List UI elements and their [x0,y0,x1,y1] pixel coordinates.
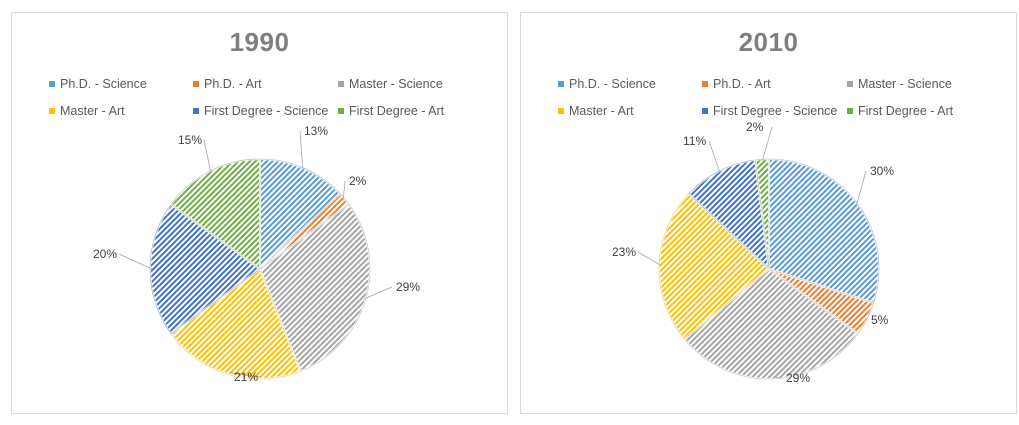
legend-item-first-degree-science: First Degree - Science [193,104,328,118]
pie-slice-edge [149,203,261,335]
legend-item-first-degree-art: First Degree - Art [338,104,445,118]
pie-slice-edge [259,203,371,372]
legend-item-master-art: Master - Art [558,104,634,118]
legend-marker [338,108,344,114]
leader-line [864,317,868,321]
legend-marker [558,108,564,114]
legend-label: First Degree - Science [713,104,837,118]
data-label-ph-d-art: 2% [349,174,367,188]
data-label-master-science: 29% [786,371,810,385]
legend-marker [338,81,344,87]
data-label-first-degree-science: 20% [93,247,117,261]
pie-chart-1990: Ph.D. - Science Ph.D. - Art Master - Scien… [49,77,445,384]
data-label-first-degree-art: 15% [178,133,202,147]
data-label-master-science: 29% [396,280,420,294]
chart-panel-1990: 1990 Ph.D. - Science Ph.D. - Art Master - … [11,12,508,414]
legend-item-first-degree-art: First Degree - Art [847,104,954,118]
leader-line [363,286,393,300]
legend-label: Ph.D. - Art [204,77,262,91]
legend-label: Ph.D. - Science [569,77,656,91]
legend-item-master-science: Master - Science [338,77,443,91]
legend-item-ph-d-art: Ph.D. - Art [702,77,771,91]
legend-marker [847,81,853,87]
legend-item-ph-d-science: Ph.D. - Science [49,77,147,91]
legend-item-master-art: Master - Art [49,104,125,118]
legend-label: Ph.D. - Science [60,77,147,91]
legend-label: Master - Art [60,104,125,118]
data-label-ph-d-science: 13% [304,124,328,138]
leader-line [342,180,346,201]
legend-item-ph-d-science: Ph.D. - Science [558,77,656,91]
legend-marker [193,81,199,87]
legend-label: Master - Science [858,77,952,91]
legend-item-master-science: Master - Science [847,77,952,91]
data-label-first-degree-art: 2% [746,120,764,134]
legend-label: First Degree - Science [204,104,328,118]
legend-marker [847,108,853,114]
legend-label: Ph.D. - Art [713,77,771,91]
pie-slice-edge [658,193,770,340]
pie-slice-edge [754,158,770,270]
pie-slice-edge [683,268,859,380]
leader-line [299,130,304,170]
pie-slice-edge [170,268,301,380]
leader-line [856,170,867,206]
leader-line [772,376,783,379]
pie-slice-edge [259,158,341,270]
legend-label: Master - Art [569,104,634,118]
legend-item-ph-d-art: Ph.D. - Art [193,77,262,91]
pie-slice-edge [768,158,880,304]
leader-line [637,251,662,266]
chart-title: 1990 [229,27,290,57]
legend-marker [193,108,199,114]
leader-line [118,253,153,270]
data-label-master-art: 23% [612,245,636,259]
legend-marker [702,81,708,87]
data-label-ph-d-art: 5% [871,313,889,327]
pie-chart-2010: Ph.D. - Science Ph.D. - Art Master - Scien… [558,77,954,385]
data-label-first-degree-science: 11% [683,134,706,148]
legend-marker [702,108,708,114]
legend-label: First Degree - Art [858,104,954,118]
legend-item-first-degree-science: First Degree - Science [702,104,837,118]
leader-line [708,140,721,173]
legend-marker [49,108,55,114]
chart-title: 2010 [738,27,799,57]
leader-line [229,372,261,378]
data-label-ph-d-science: 30% [870,164,894,178]
legend-label: First Degree - Art [349,104,445,118]
legend-label: Master - Science [349,77,443,91]
leader-line [761,126,773,162]
pie-slice-edge [170,158,261,270]
legend-marker [49,81,55,87]
chart-panel-2010: 2010 Ph.D. - Science Ph.D. - Art Master - … [520,12,1017,414]
leader-line [203,139,212,173]
legend-marker [558,81,564,87]
data-label-master-art: 21% [234,370,258,384]
